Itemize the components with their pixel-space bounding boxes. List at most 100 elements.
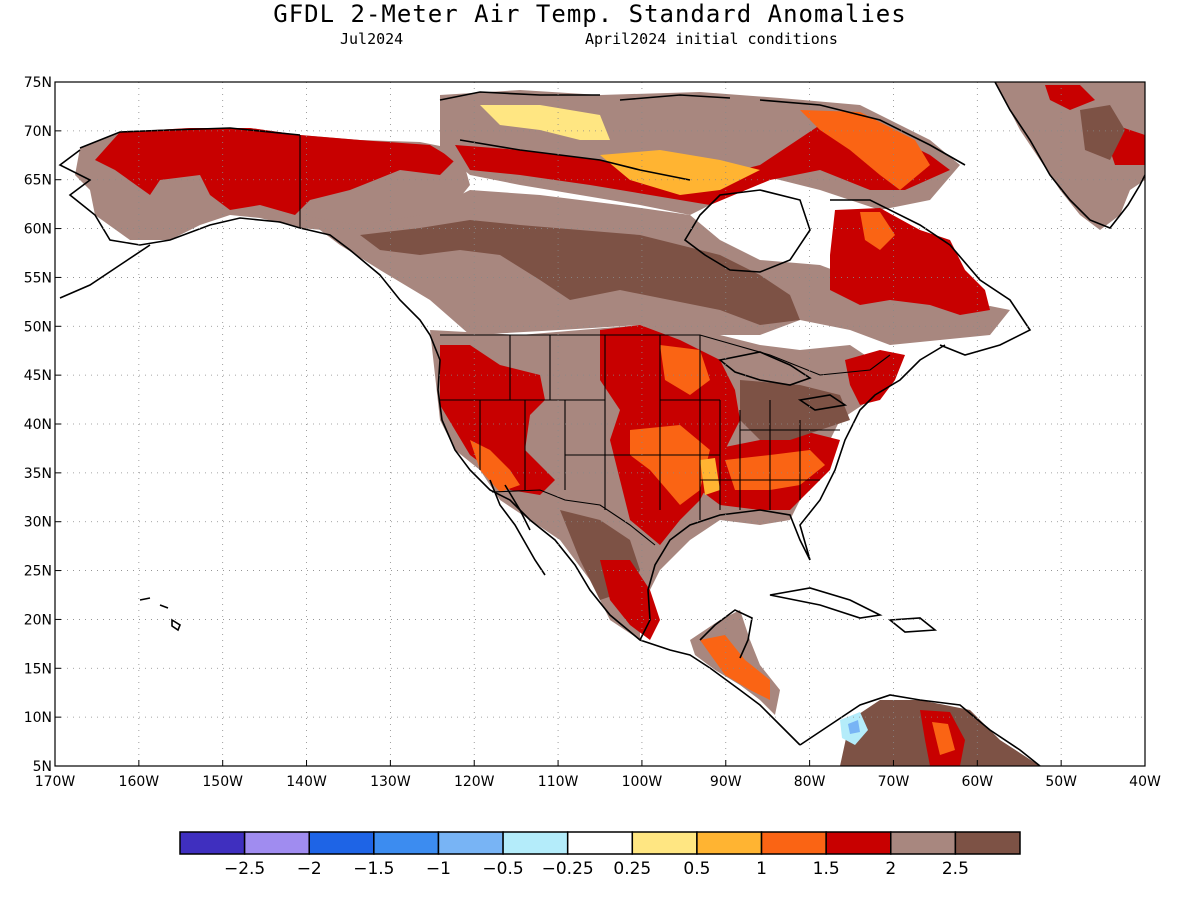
colorbar-label: −1.5 <box>353 859 394 879</box>
lon-tick-label: 170W <box>35 774 76 790</box>
anomaly-region-greenland-red <box>1045 85 1145 165</box>
coastline-hispaniola <box>887 617 938 633</box>
coastline-yucatan <box>699 609 753 659</box>
colorbar-swatch <box>437 831 504 855</box>
coastline-cuba <box>769 587 883 619</box>
lat-tick-label: 20N <box>24 612 52 628</box>
coastline-alaska-peninsula <box>59 244 151 299</box>
anomaly-region-sw-orange <box>470 440 520 492</box>
lat-tick-label: 50N <box>24 319 52 335</box>
anomaly-region-central-america-orange <box>700 635 770 700</box>
anomaly-region-plains-orange <box>630 425 710 505</box>
colorbar-swatch <box>308 831 375 855</box>
axis-labels: 75N 70N 65N 60N 55N 50N 45N 40N 35N 30N 25N 20N 15N 1… <box>24 75 1161 790</box>
colorbar-swatch <box>566 831 634 855</box>
colorbar-swatch <box>760 831 827 855</box>
coastline-alaska <box>58 127 431 336</box>
coastline-greenland <box>994 82 1145 229</box>
anomaly-region-arctic-lightorange <box>600 150 760 195</box>
colorbar-swatch <box>631 831 698 855</box>
lat-tick-label: 15N <box>24 661 52 677</box>
lon-tick-label: 150W <box>202 774 243 790</box>
anomaly-region-arctic-orange <box>800 110 930 190</box>
lat-tick-label: 75N <box>24 75 52 91</box>
lat-tick-label: 65N <box>24 173 52 189</box>
anomaly-region-south-america-orange <box>932 722 955 755</box>
lon-tick-label: 70W <box>878 774 910 790</box>
colorbar-swatch <box>825 831 892 855</box>
lat-tick-label: 55N <box>24 270 52 286</box>
lat-tick-label: 45N <box>24 368 52 384</box>
colorbar-label: 2.5 <box>942 859 969 879</box>
anomaly-region-arctic-red <box>455 125 950 205</box>
anomaly-region-south-america-blue-core <box>848 720 860 734</box>
coastline-south-america <box>799 694 1041 766</box>
colorbar-label: −2.5 <box>224 859 265 879</box>
colorbar-label: 1 <box>756 859 767 879</box>
anomaly-region-northeast-red <box>845 350 905 405</box>
anomaly-region-quebec-orange <box>860 212 895 250</box>
lat-tick-label: 60N <box>24 222 52 238</box>
lon-tick-label: 140W <box>286 774 327 790</box>
anomaly-region-greenland-dark <box>1080 105 1125 160</box>
coastline-baja <box>489 479 546 576</box>
anomaly-region-greatlakes-dark <box>740 380 850 440</box>
anomaly-region-west-red <box>440 345 555 495</box>
colorbar: −2.5 −2 −1.5 −1 −0.5 −0.25 0.25 0.5 1 1.5 2 2.5 <box>179 831 1021 879</box>
border-us-mexico <box>491 489 656 546</box>
lat-tick-label: 10N <box>24 710 52 726</box>
anomaly-region-quebec-red <box>830 208 990 315</box>
colorbar-swatch <box>243 831 310 855</box>
colorbar-label: −0.25 <box>542 859 594 879</box>
lat-tick-label: 40N <box>24 417 52 433</box>
lat-tick-label: 25N <box>24 564 52 580</box>
lon-tick-label: 160W <box>119 774 160 790</box>
anomaly-region-southeast-yellow <box>700 458 720 495</box>
lat-tick-label: 5N <box>33 759 52 775</box>
colorbar-swatch <box>373 831 440 855</box>
lon-tick-label: 100W <box>622 774 663 790</box>
coastline-west-coast <box>429 334 801 746</box>
lon-tick-label: 90W <box>710 774 742 790</box>
lon-tick-label: 50W <box>1045 774 1077 790</box>
lon-tick-label: 130W <box>370 774 411 790</box>
colorbar-swatch <box>954 831 1021 855</box>
colorbar-swatch <box>179 831 246 855</box>
colorbar-label: −1 <box>426 859 451 879</box>
political-borders <box>299 135 891 546</box>
anomaly-region-canada-dark <box>360 220 800 325</box>
colorbar-swatch <box>696 831 763 855</box>
coastline-labrador <box>830 199 1032 356</box>
anomaly-region-mexico-red <box>600 560 660 640</box>
lon-tick-label: 120W <box>454 774 495 790</box>
coastline-gulf <box>639 344 946 641</box>
map-title: GFDL 2-Meter Air Temp. Standard Anomalie… <box>273 0 907 28</box>
lat-tick-label: 35N <box>24 466 52 482</box>
colorbar-swatch <box>890 831 957 855</box>
initial-conditions: April2024 initial conditions <box>585 30 838 48</box>
forecast-month: Jul2024 <box>340 30 404 48</box>
anomaly-field <box>75 82 1145 766</box>
coastlines <box>58 82 1145 766</box>
coastline-hudson-bay <box>683 189 811 273</box>
lat-tick-label: 70N <box>24 124 52 140</box>
colorbar-label: 0.5 <box>683 859 710 879</box>
lon-tick-label: 110W <box>538 774 579 790</box>
colorbar-label: 2 <box>885 859 896 879</box>
coastline-hawaii <box>139 597 181 632</box>
anomaly-region-midwest-orange <box>660 345 710 395</box>
lat-tick-label: 30N <box>24 515 52 531</box>
colorbar-swatch <box>502 831 569 855</box>
lon-tick-label: 80W <box>794 774 826 790</box>
state-lines <box>440 335 840 520</box>
lon-tick-label: 40W <box>1129 774 1161 790</box>
colorbar-label: 0.25 <box>613 859 651 879</box>
lon-tick-label: 60W <box>961 774 993 790</box>
graticule <box>55 82 1145 766</box>
anomaly-region-alaska-warm <box>95 128 455 215</box>
coastline-arctic-islands <box>439 91 966 181</box>
colorbar-label: 1.5 <box>813 859 840 879</box>
colorbar-label: −0.5 <box>482 859 523 879</box>
colorbar-label: −2 <box>297 859 322 879</box>
